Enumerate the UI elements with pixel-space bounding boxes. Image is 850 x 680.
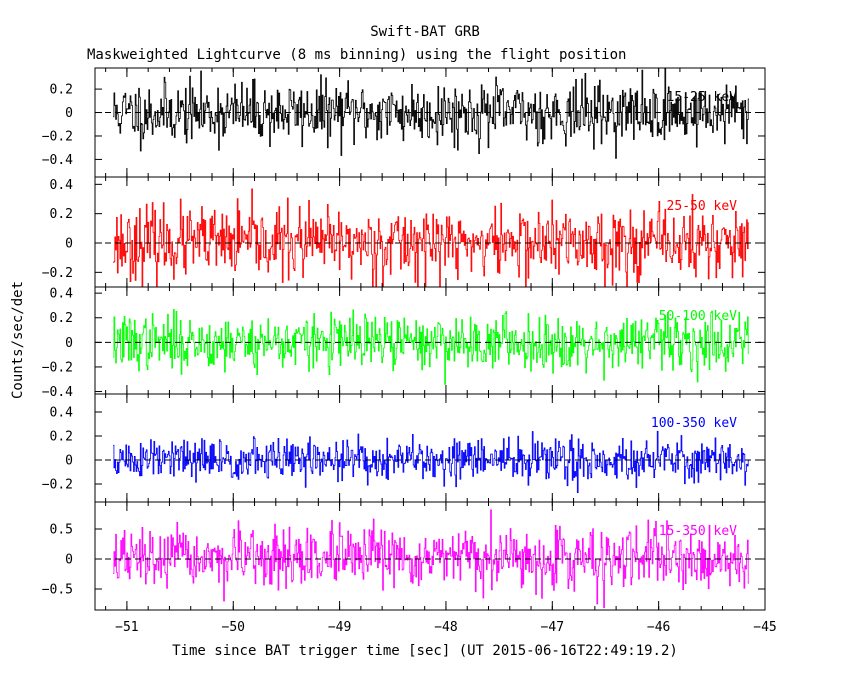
x-tick-label: −46 [647,620,670,635]
panel-frame [94,501,766,611]
y-axis-label: Counts/sec/det [10,281,26,399]
y-tick-label: 0.4 [50,178,74,193]
band-label: 15-25 keV [667,90,738,105]
y-tick-label: 0.4 [50,406,74,421]
y-tick-label: −0.4 [42,385,73,400]
chart-subtitle: Maskweighted Lightcurve (8 ms binning) u… [87,47,626,63]
panel-15-25-kev: −0.4 −0.2 0 0.2 15-25 keV [42,67,766,178]
panel-100-350-kev: −0.2 0 0.2 0.4 100-350 keV [42,393,766,503]
y-tick-label: −0.5 [42,583,73,598]
series-line [113,509,750,609]
panel-15-350-kev: −0.5 0 0.5 15-350 keV [42,501,766,611]
x-tick-label: −49 [328,620,351,635]
series-line [113,188,750,288]
y-tick-label: 0 [65,106,73,121]
band-label: 15-350 keV [659,524,737,539]
y-tick-label: 0 [65,454,73,469]
x-tick-label: −51 [115,620,138,635]
x-axis-label: Time since BAT trigger time [sec] (UT 20… [172,643,678,659]
y-tick-label: 0.5 [50,523,73,538]
y-tick-label: −0.2 [42,478,73,493]
y-tick-label: −0.2 [42,266,73,281]
band-label: 25-50 keV [667,199,738,214]
y-tick-label: 0.4 [50,287,74,302]
series-line [113,430,750,494]
y-tick-label: 0.2 [50,207,73,222]
panel-25-50-kev: −0.2 0 0.2 0.4 25-50 keV [42,176,766,288]
series-line [113,309,750,385]
x-tick-label: −48 [434,620,457,635]
y-tick-label: 0 [65,237,73,252]
x-tick-label: −50 [222,620,245,635]
y-tick-label: 0 [65,553,73,568]
y-tick-label: 0.2 [50,430,73,445]
y-tick-label: 0 [65,336,73,351]
panel-50-100-kev: −0.4 −0.2 0 0.2 0.4 50-100 keV [42,286,766,400]
x-tick-label: −45 [753,620,776,635]
y-tick-label: −0.2 [42,360,73,375]
x-tick-label: −47 [541,620,564,635]
chart-title: Swift-BAT GRB [370,24,480,40]
y-tick-label: 0.2 [50,311,73,326]
band-label: 50-100 keV [659,309,737,324]
y-tick-label: 0.2 [50,83,73,98]
y-tick-label: −0.2 [42,129,73,144]
series-line [113,67,750,159]
band-label: 100-350 keV [651,416,737,431]
panels-group: −0.4 −0.2 0 0.2 15-25 keV −0.2 0 0.2 0.4 25-50 ke… [42,67,777,635]
y-tick-label: −0.4 [42,153,73,168]
